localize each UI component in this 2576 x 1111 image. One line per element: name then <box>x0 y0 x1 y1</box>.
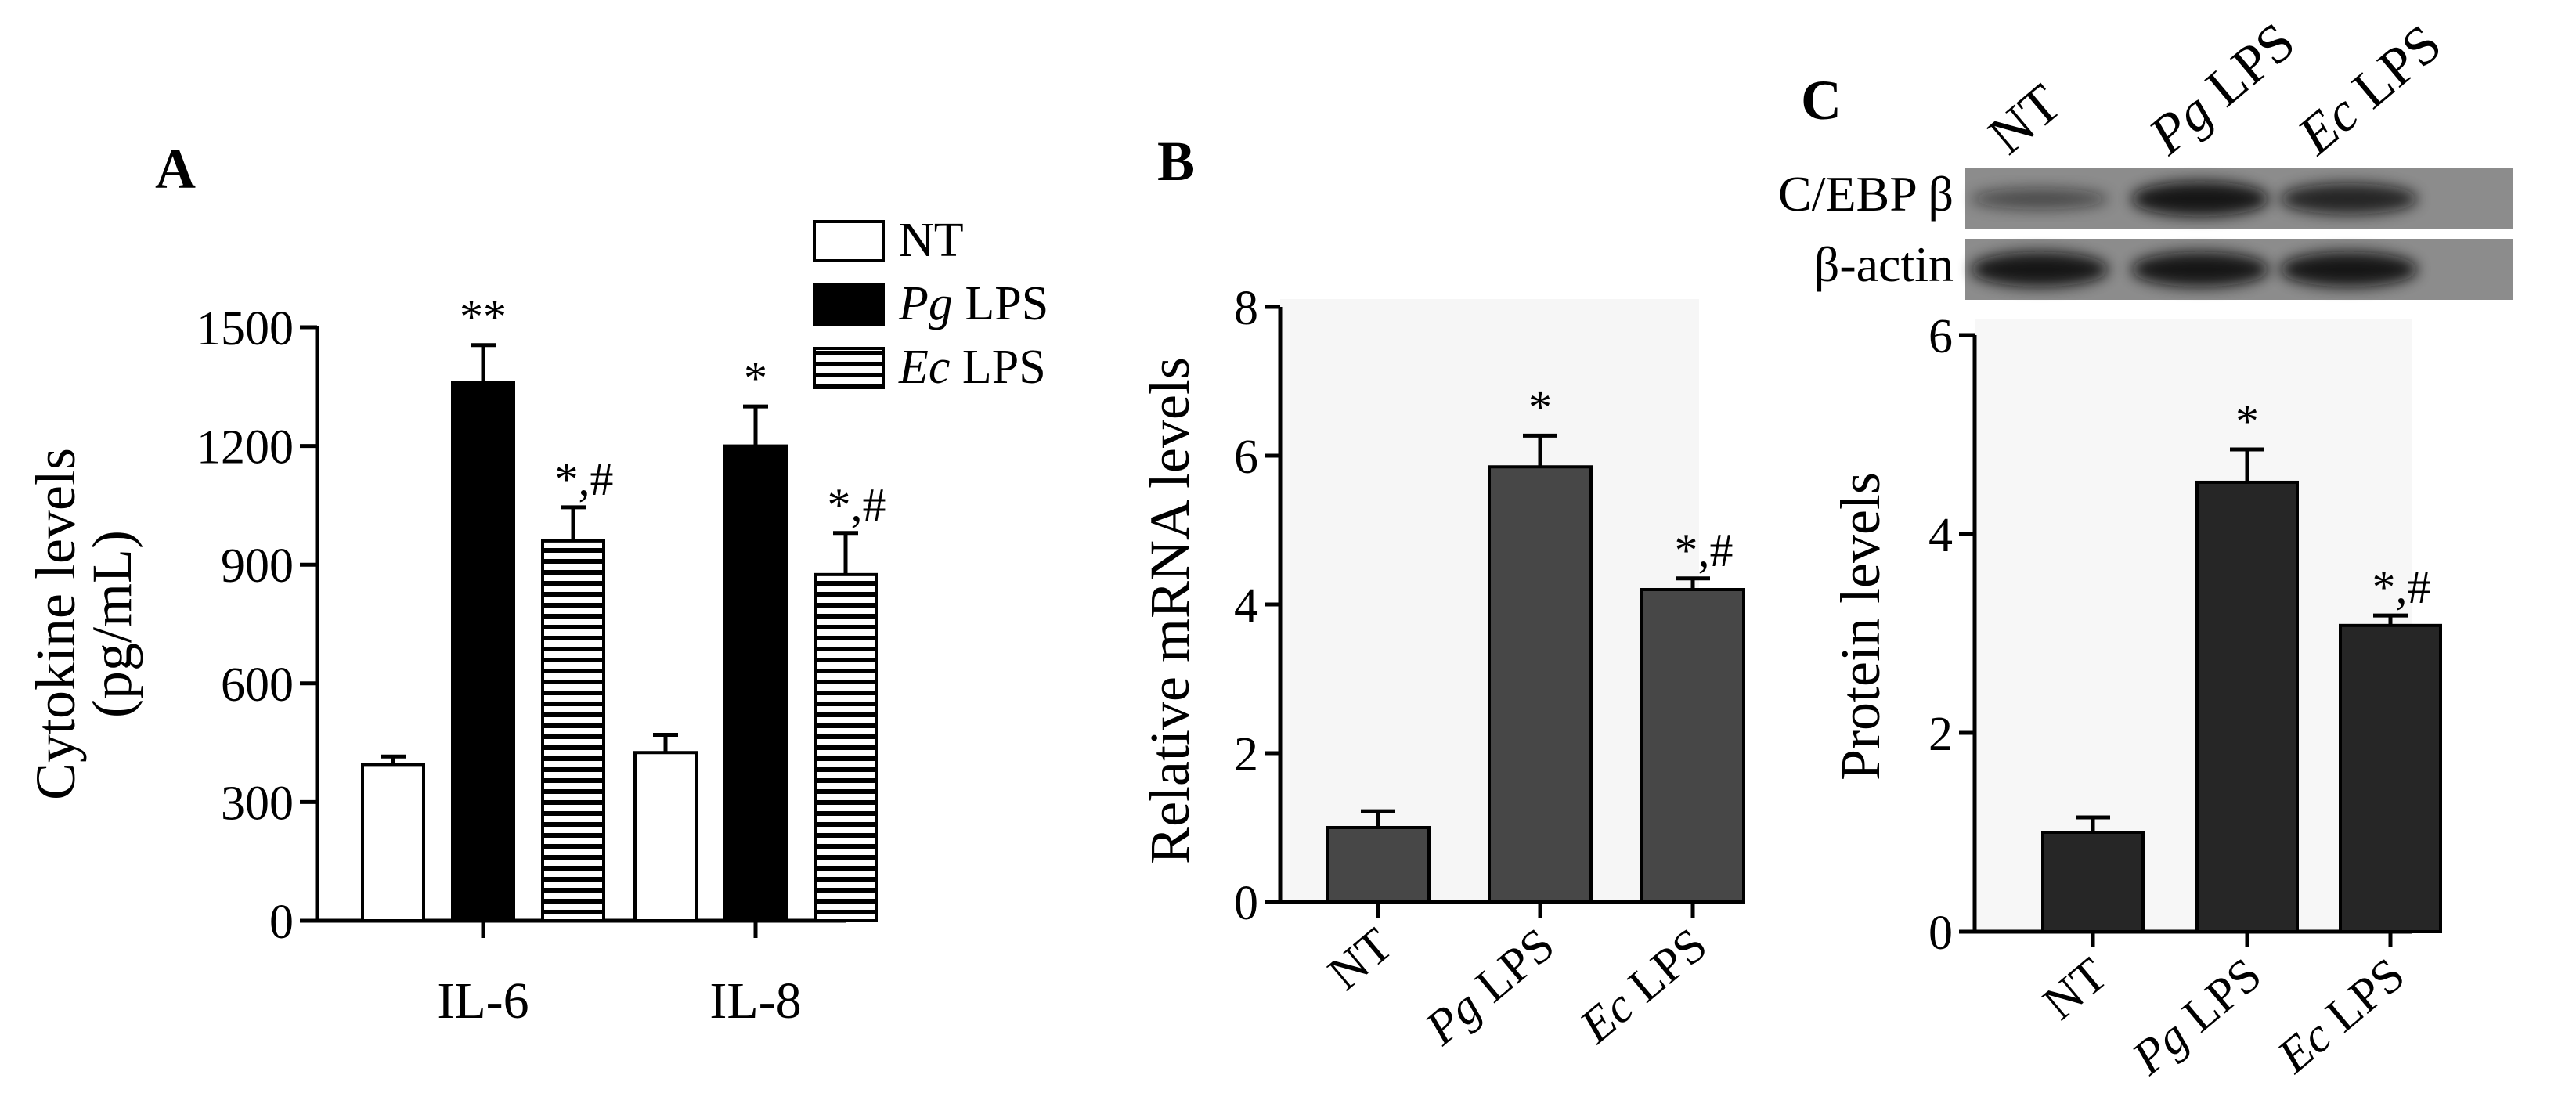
legend-label: NT <box>899 214 964 267</box>
blot-band <box>2131 251 2269 287</box>
y-tick-label: 1500 <box>197 302 294 355</box>
bar <box>541 539 605 922</box>
y-tick-label: 300 <box>221 777 294 830</box>
bar <box>2195 480 2299 933</box>
bar <box>451 381 515 923</box>
blot-row-label: β-actin <box>1814 236 1954 292</box>
significance-label: * <box>744 352 767 404</box>
y-tick-label: 6 <box>1234 431 1258 484</box>
significance-label: *,# <box>1675 525 1734 576</box>
bar <box>1488 465 1593 904</box>
blot-lane-label: NT <box>1978 73 2073 166</box>
legend-label: Ec LPS <box>898 341 1046 394</box>
significance-label: * <box>2235 395 2259 447</box>
x-tick-label: NT <box>1319 918 1402 1001</box>
x-tick-label: IL-8 <box>709 972 801 1030</box>
significance-label: ** <box>460 291 507 343</box>
chart-panel-a: 0 300 600 900 1200 1500 Cytokine levels(pg/mL)… <box>24 214 1048 1030</box>
bar <box>723 444 788 922</box>
x-tick-label: Pg LPS <box>1415 918 1564 1056</box>
y-tick-label: 4 <box>1234 579 1258 633</box>
y-tick-label: 0 <box>1234 877 1258 930</box>
legend-swatch <box>813 283 885 326</box>
y-tick-label: 2 <box>1928 708 1953 761</box>
bar <box>2041 831 2145 933</box>
legend-swatch <box>813 347 885 389</box>
y-axis-title-line1: Cytokine levels <box>24 448 87 800</box>
y-tick-label: 600 <box>221 658 294 712</box>
y-axis-title: Relative mRNA levels <box>1138 357 1201 864</box>
blot-band <box>1971 251 2109 287</box>
y-tick-label: 900 <box>221 539 294 593</box>
y-tick-label: 0 <box>269 896 294 949</box>
legend-label: Pg LPS <box>898 277 1048 330</box>
bar <box>814 572 878 922</box>
blot-band <box>2131 181 2269 217</box>
y-axis-title: Cytokine levels(pg/mL) <box>24 448 143 800</box>
y-tick-label: 2 <box>1234 728 1258 781</box>
panel-label-c: C <box>1801 69 1842 132</box>
y-tick-label: 6 <box>1928 310 1953 363</box>
y-tick-label: 1200 <box>197 421 294 474</box>
y-tick-label: 4 <box>1928 509 1953 562</box>
legend-swatch <box>813 220 885 262</box>
y-tick-label: 8 <box>1234 282 1258 335</box>
bar <box>633 751 698 922</box>
x-tick-label: Pg LPS <box>2122 948 2271 1086</box>
bar <box>361 763 425 922</box>
y-axis-title-line2: (pg/mL) <box>81 530 143 718</box>
panel-label-a: A <box>155 138 196 200</box>
panel-label-b: B <box>1157 130 1195 193</box>
blot-lane-label: Ec LPS <box>2286 13 2453 167</box>
significance-label: * <box>1528 381 1552 433</box>
blot-band <box>2280 251 2418 287</box>
bar <box>1640 588 1745 904</box>
x-tick-label: IL-6 <box>437 972 529 1030</box>
bar <box>2339 623 2442 934</box>
x-tick-label: Ec LPS <box>1570 918 1717 1054</box>
y-axis-title: Protein levels <box>1829 472 1892 781</box>
significance-label: *,# <box>828 479 886 531</box>
significance-label: *,# <box>555 453 614 505</box>
blot-lane-label: Pg LPS <box>2138 11 2307 166</box>
bar <box>1326 826 1431 904</box>
x-tick-label: Ec LPS <box>2268 948 2415 1084</box>
blot-band <box>1971 188 2109 210</box>
blot-row-label: C/EBP β <box>1778 166 1954 222</box>
significance-label: *,# <box>2372 561 2431 613</box>
y-tick-label: 0 <box>1928 907 1953 960</box>
x-tick-label: NT <box>2033 948 2117 1030</box>
blot-band <box>2280 183 2418 215</box>
